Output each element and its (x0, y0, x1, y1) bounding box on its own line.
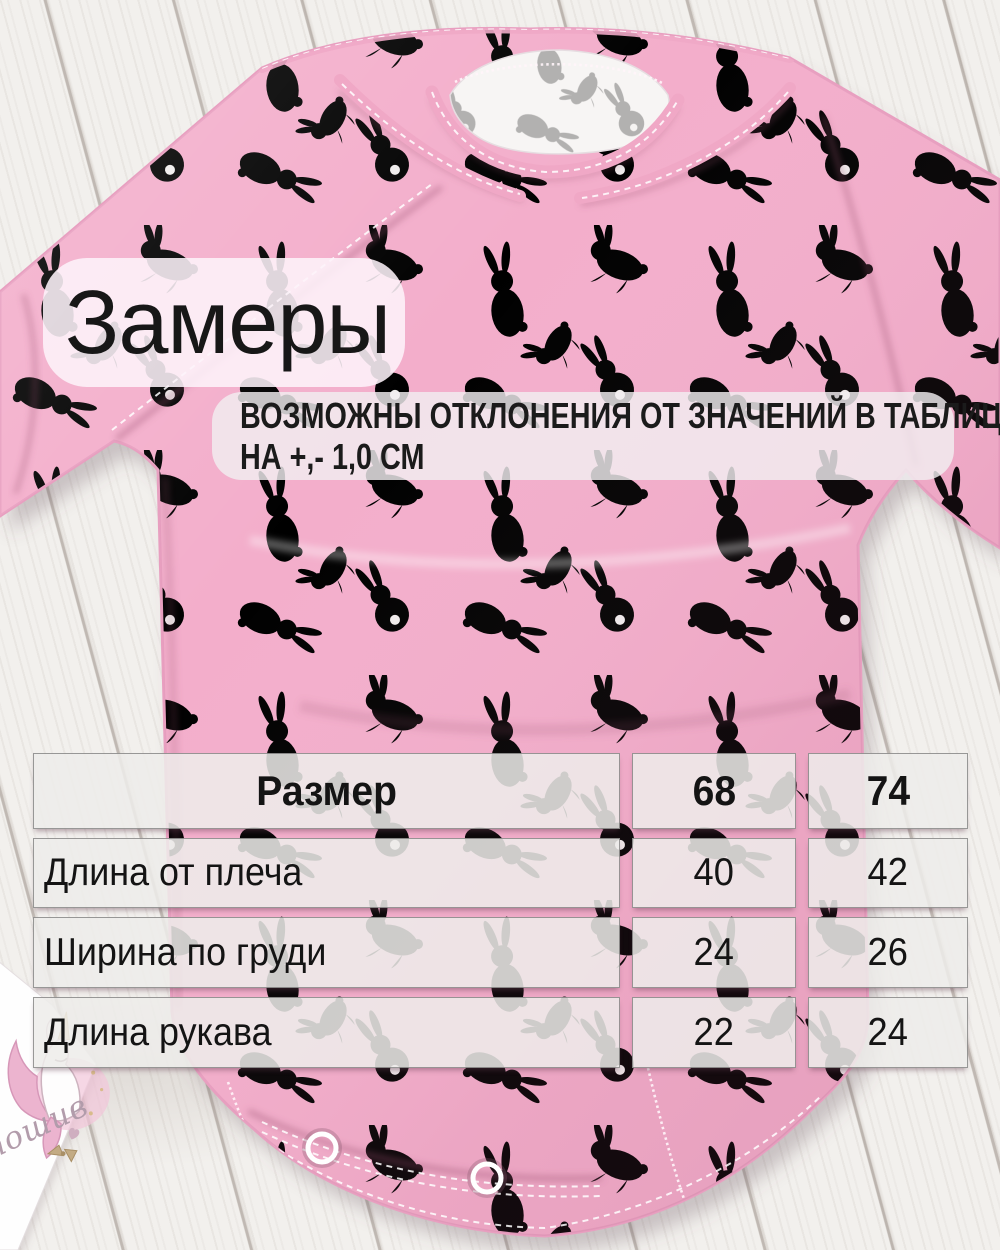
size-table-row-label: Длина рукава (33, 997, 620, 1068)
size-table-cell: 24 (632, 917, 796, 988)
size-table-cell: 24 (808, 997, 968, 1068)
size-table-cell: 26 (808, 917, 968, 988)
snap-buttons (302, 1128, 507, 1198)
tolerance-note-box: ВОЗМОЖНЫ ОТКЛОНЕНИЯ ОТ ЗНАЧЕНИЙ В ТАБЛИЦ… (212, 392, 1000, 480)
envelope-neckline (257, 28, 796, 206)
size-table-cell: 22 (632, 997, 796, 1068)
size-table-row-label: Длина от плеча (33, 838, 620, 908)
tolerance-note-line2: НА +,- 1,0 СМ (240, 436, 425, 477)
measurements-title-box: Замеры (43, 258, 405, 387)
measurements-title: Замеры (65, 272, 391, 373)
size-table-row-label: Ширина по груди (33, 917, 620, 988)
size-table-cell: 42 (808, 838, 968, 908)
size-table-cell: 40 (632, 838, 796, 908)
tolerance-note-line1: ВОЗМОЖНЫ ОТКЛОНЕНИЯ ОТ ЗНАЧЕНИЙ В ТАБЛИЦ… (240, 395, 1000, 436)
size-table-header-label: Размер (33, 753, 620, 829)
size-table: Размер 68 74 Длина от плеча 40 42 Ширина… (33, 753, 968, 1068)
size-table-header-size-68: 68 (632, 753, 796, 829)
size-table-header-size-74: 74 (808, 753, 968, 829)
